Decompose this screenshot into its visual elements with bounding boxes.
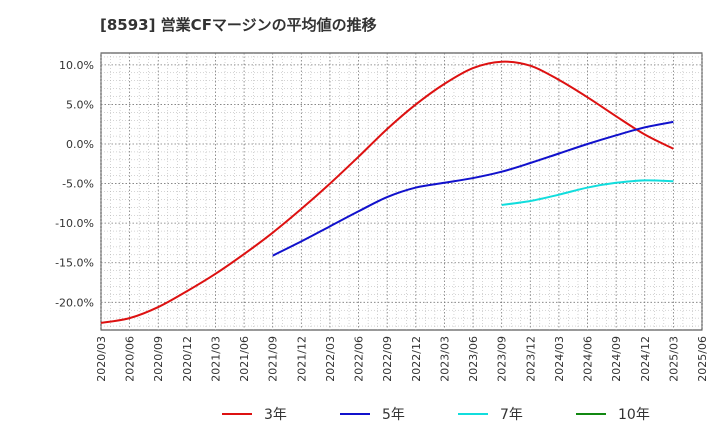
legend-label-3年: 3年 bbox=[264, 407, 287, 423]
chart-title: [8593] 営業CFマージンの平均値の推移 bbox=[100, 16, 377, 34]
series-line-3年 bbox=[100, 60, 674, 324]
x-tick-label: 2023/06 bbox=[467, 336, 480, 382]
x-axis: 2020/03 2020/06 2020/09 2020/12 2021/03 2021/… bbox=[95, 336, 709, 382]
x-tick-label: 2021/12 bbox=[295, 336, 308, 382]
y-tick-label: 0.0% bbox=[66, 138, 94, 151]
x-tick-label: 2023/03 bbox=[438, 336, 451, 382]
x-tick-label: 2025/03 bbox=[667, 336, 680, 382]
x-tick-label: 2024/06 bbox=[582, 336, 595, 382]
legend-label-5年: 5年 bbox=[382, 407, 405, 423]
y-tick-label: -10.0% bbox=[55, 217, 94, 230]
y-tick-label: -20.0% bbox=[55, 296, 94, 309]
y-tick-label: -15.0% bbox=[55, 257, 94, 270]
x-tick-label: 2020/12 bbox=[181, 336, 194, 382]
x-tick-label: 2021/03 bbox=[209, 336, 222, 382]
x-tick-label: 2020/06 bbox=[124, 336, 137, 382]
x-tick-label: 2020/09 bbox=[152, 336, 165, 382]
y-tick-label: 5.0% bbox=[66, 98, 94, 111]
x-tick-label: 2022/03 bbox=[324, 336, 337, 382]
x-tick-label: 2022/12 bbox=[410, 336, 423, 382]
series-layer bbox=[100, 60, 674, 324]
x-tick-label: 2024/12 bbox=[639, 336, 652, 382]
legend-label-10年: 10年 bbox=[618, 407, 650, 423]
series-line-5年 bbox=[272, 120, 674, 257]
x-tick-label: 2025/06 bbox=[696, 336, 709, 382]
x-tick-label: 2023/12 bbox=[524, 336, 537, 382]
x-tick-label: 2024/09 bbox=[610, 336, 623, 382]
x-tick-label: 2020/03 bbox=[95, 336, 108, 382]
y-tick-label: -5.0% bbox=[62, 178, 94, 191]
y-tick-label: 10.0% bbox=[59, 59, 94, 72]
x-tick-label: 2023/09 bbox=[496, 336, 509, 382]
legend-label-7年: 7年 bbox=[500, 407, 523, 423]
x-tick-label: 2022/06 bbox=[353, 336, 366, 382]
x-tick-label: 2024/03 bbox=[553, 336, 566, 382]
y-axis: 10.0% 5.0% 0.0% -5.0% -10.0% -15.0% -20.0% bbox=[55, 59, 94, 309]
x-tick-label: 2022/09 bbox=[381, 336, 394, 382]
series-line-7年 bbox=[501, 179, 674, 206]
x-tick-label: 2021/06 bbox=[238, 336, 251, 382]
grid-layer bbox=[100, 53, 703, 330]
legend: 3年 5年 7年 10年 bbox=[222, 407, 650, 423]
x-tick-label: 2021/09 bbox=[267, 336, 280, 382]
